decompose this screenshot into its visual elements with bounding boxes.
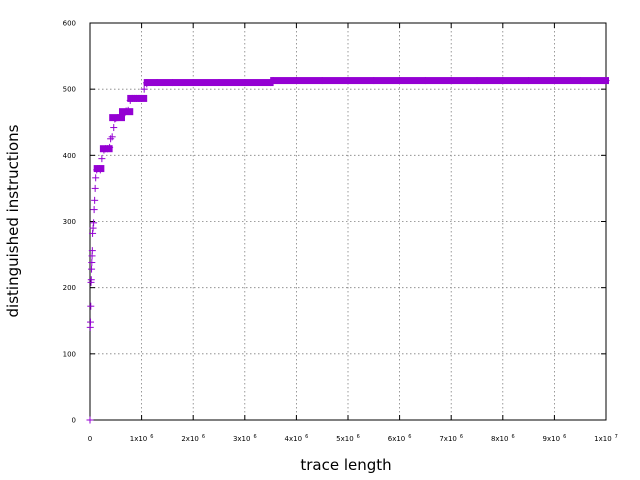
series-points (86, 77, 610, 424)
data-point (88, 265, 96, 273)
data-point (92, 174, 100, 182)
x-tick-exponent: 6 (202, 434, 205, 440)
x-tick-exponent: 6 (563, 434, 566, 440)
data-point (110, 124, 118, 132)
data-point (96, 166, 104, 174)
data-point (87, 302, 95, 310)
data-point (215, 79, 223, 87)
data-point (88, 247, 96, 255)
data-point (90, 206, 98, 214)
x-tick-exponent: 6 (357, 434, 360, 440)
y-tick-label: 600 (63, 20, 76, 28)
data-point (153, 79, 161, 87)
x-tick-exponent: 6 (511, 434, 514, 440)
data-point (100, 146, 108, 154)
data-point (138, 94, 146, 102)
data-point (111, 115, 119, 123)
x-tick-base: 9x10 (543, 435, 561, 443)
data-point (550, 77, 558, 85)
data-point (525, 77, 533, 85)
x-tick-base: 5x10 (336, 435, 354, 443)
x-tick-base: 1x10 (130, 435, 148, 443)
data-point (87, 276, 95, 284)
y-tick-label: 500 (63, 86, 76, 94)
data-point (87, 318, 95, 326)
data-point (447, 77, 455, 85)
x-tick-base: 2x10 (181, 435, 199, 443)
y-tick-label: 0 (72, 417, 76, 425)
data-point (292, 77, 300, 85)
data-point (140, 85, 148, 93)
data-point (108, 133, 116, 141)
x-tick-base: 8x10 (491, 435, 509, 443)
series-bands (93, 77, 609, 173)
x-tick-label: 9x10 6 (543, 434, 567, 443)
x-tick-base: 1x10 (594, 435, 612, 443)
x-tick-base: 6x10 (388, 435, 406, 443)
data-point (370, 77, 378, 85)
x-tick-label: 6x10 6 (388, 434, 412, 443)
data-point (91, 184, 99, 192)
y-tick-label: 400 (63, 152, 76, 160)
x-tick-exponent: 6 (253, 434, 256, 440)
x-tick-exponent: 6 (408, 434, 411, 440)
x-tick-label: 1x10 6 (130, 434, 154, 443)
data-point (89, 224, 97, 232)
x-tick-label: 2x10 6 (181, 434, 205, 443)
x-tick-label: 8x10 6 (491, 434, 515, 443)
x-tick-exponent: 6 (150, 434, 153, 440)
x-tick-base: 3x10 (233, 435, 251, 443)
data-point (106, 143, 114, 151)
x-tick-label: 7x10 6 (439, 434, 463, 443)
series-band (143, 79, 274, 87)
data-point (86, 416, 94, 424)
data-point (499, 77, 507, 85)
y-tick-label: 300 (63, 218, 76, 226)
data-point (602, 77, 610, 85)
x-tick-label: 1x10 7 (594, 434, 618, 443)
x-tick-exponent: 6 (460, 434, 463, 440)
data-point (95, 165, 103, 173)
data-point (576, 77, 584, 85)
data-point (241, 79, 249, 87)
data-point (169, 79, 177, 87)
data-point (124, 106, 132, 114)
data-point (143, 79, 151, 87)
x-tick-base: 0 (88, 435, 92, 443)
y-axis-label: distinguished instructions (4, 124, 22, 317)
data-point (91, 196, 99, 204)
data-point (90, 219, 98, 227)
x-tick-label: 3x10 6 (233, 434, 257, 443)
x-tick-exponent: 7 (615, 434, 618, 440)
data-point (396, 77, 404, 85)
data-point (473, 77, 481, 85)
data-point (269, 77, 277, 85)
data-point (88, 259, 96, 267)
x-tick-label: 5x10 6 (336, 434, 360, 443)
x-tick-base: 4x10 (285, 435, 303, 443)
x-tick-label: 4x10 6 (285, 434, 309, 443)
data-point (421, 77, 429, 85)
x-tick-exponent: 6 (305, 434, 308, 440)
y-tick-label: 200 (63, 284, 76, 292)
data-point (189, 79, 197, 87)
x-axis-label: trace length (300, 456, 391, 474)
y-tick-label: 100 (63, 350, 76, 358)
x-tick-label: 0 (88, 435, 92, 443)
data-point (318, 77, 326, 85)
data-point (98, 155, 106, 163)
series-band (270, 77, 609, 85)
data-point (89, 229, 97, 237)
x-tick-base: 7x10 (439, 435, 457, 443)
data-point (344, 77, 352, 85)
